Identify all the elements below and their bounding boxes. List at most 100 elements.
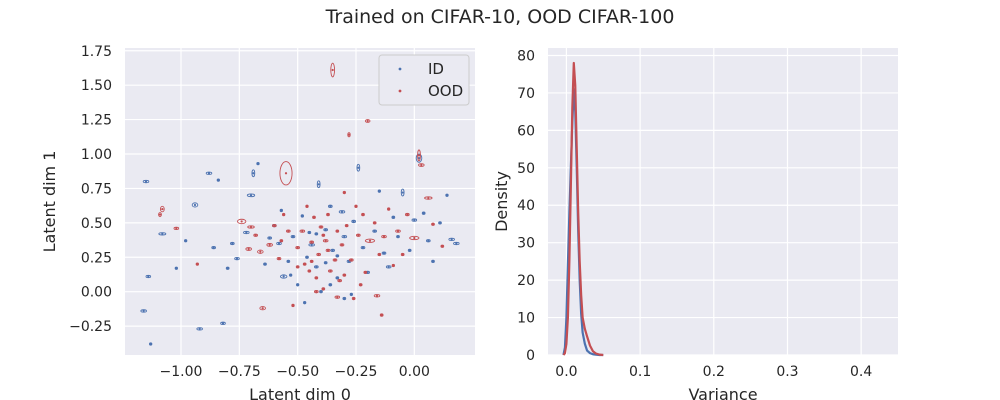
scatter-ellipse-id — [191, 202, 199, 208]
density-y-tick-label: 70 — [517, 86, 535, 102]
scatter-ellipse-ood — [245, 247, 252, 251]
scatter-ellipse-id — [421, 211, 426, 215]
scatter-point-ood — [308, 269, 311, 273]
scatter-point-ood — [352, 297, 355, 300]
scatter-point-id — [340, 210, 344, 213]
scatter-ellipse-ood — [325, 248, 331, 253]
scatter-point-ood — [196, 263, 199, 266]
legend-label-ood: OOD — [428, 82, 463, 100]
scatter-point-ood — [350, 258, 353, 262]
scatter-ellipse-id — [184, 239, 188, 243]
scatter-ellipse-id — [415, 153, 423, 163]
scatter-ellipse-id — [140, 309, 147, 313]
scatter-point-id — [315, 232, 318, 235]
scatter-point-id — [263, 263, 267, 266]
scatter-ellipse-id — [246, 193, 256, 198]
scatter-point-id — [256, 162, 260, 165]
scatter-ellipse-ood — [314, 290, 319, 294]
scatter-point-ood — [331, 68, 334, 72]
legend-marker-ood — [398, 89, 402, 93]
scatter-ellipse-ood — [400, 252, 405, 257]
scatter-y-tick-label: 0.25 — [81, 250, 112, 266]
scatter-point-id — [221, 322, 225, 325]
scatter-point-ood — [324, 239, 327, 242]
scatter-ellipse-id — [453, 241, 460, 246]
scatter-ellipse-id — [445, 193, 449, 197]
scatter-point-ood — [338, 279, 341, 282]
scatter-point-id — [373, 229, 376, 233]
scatter-ellipse-ood — [195, 262, 199, 266]
scatter-point-ood — [413, 236, 416, 240]
scatter-point-id — [280, 209, 283, 212]
scatter-ellipse-id — [303, 301, 307, 305]
scatter-point-ood — [161, 207, 164, 211]
scatter-point-ood — [277, 257, 281, 260]
scatter-ellipse-ood — [321, 287, 326, 291]
scatter-ellipse-ood — [363, 270, 368, 275]
scatter-ellipse-ood — [328, 269, 333, 273]
scatter-point-ood — [259, 250, 262, 253]
density-y-tick-label: 10 — [517, 311, 535, 327]
scatter-ellipse-id — [323, 261, 328, 265]
scatter-point-id — [382, 252, 386, 255]
scatter-ellipse-ood — [334, 295, 341, 299]
scatter-ellipse-ood — [379, 313, 384, 317]
scatter-ellipse-id — [438, 221, 442, 225]
scatter-point-id — [352, 220, 355, 223]
scatter-ellipse-id — [372, 229, 377, 233]
scatter-point-id — [287, 260, 290, 263]
scatter-ellipse-id — [234, 256, 240, 261]
scatter-ellipse-id — [314, 232, 319, 236]
scatter-ellipse-ood — [417, 149, 421, 162]
scatter-point-ood — [387, 207, 390, 211]
scatter-point-id — [361, 246, 365, 249]
scatter-point-id — [308, 231, 311, 234]
scatter-point-id — [413, 218, 416, 222]
scatter-ellipse-ood — [381, 234, 387, 239]
scatter-point-ood — [340, 243, 344, 246]
density-line-ood — [562, 61, 604, 357]
scatter-ellipse-ood — [299, 229, 306, 233]
scatter-point-ood — [368, 239, 372, 242]
legend-label-id: ID — [428, 60, 444, 78]
scatter-point-ood — [336, 229, 339, 233]
scatter-ellipse-ood — [332, 258, 338, 262]
scatter-x-tick-label: −1.00 — [160, 364, 203, 380]
scatter-ellipse-id — [342, 296, 347, 301]
legend-box — [378, 54, 470, 106]
scatter-ellipse-id — [286, 259, 291, 264]
scatter-point-id — [303, 301, 306, 304]
scatter-ellipse-ood — [276, 256, 282, 261]
scatter-point-ood — [175, 227, 178, 230]
scatter-ellipse-ood — [286, 229, 291, 233]
scatter-ellipse-ood — [395, 229, 401, 233]
scatter-y-tick-label: 1.25 — [81, 113, 112, 129]
scatter-point-id — [450, 238, 453, 241]
scatter-ellipse-ood — [335, 229, 340, 233]
scatter-point-ood — [361, 213, 365, 216]
density-y-tick-label: 60 — [517, 123, 535, 139]
scatter-ellipse-id — [307, 230, 312, 235]
scatter-ellipse-id — [385, 265, 392, 269]
scatter-ellipse-ood — [259, 306, 266, 311]
scatter-point-ood — [305, 205, 309, 208]
figure-title: Trained on CIFAR-10, OOD CIFAR-100 — [325, 6, 675, 28]
scatter-ellipse-id — [142, 179, 150, 184]
scatter-point-id — [161, 232, 164, 235]
scatter-point-id — [387, 265, 390, 268]
scatter-ellipse-ood — [307, 269, 312, 273]
scatter-point-ood — [287, 229, 290, 233]
legend-marker-id — [398, 67, 402, 71]
scatter-point-ood — [354, 205, 358, 208]
scatter-point-id — [268, 236, 271, 240]
scatter-ellipse-id — [356, 163, 361, 172]
scatter-ellipse-ood — [330, 62, 335, 78]
scatter-ellipse-id — [400, 188, 405, 197]
scatter-ellipse-id — [335, 276, 340, 280]
scatter-ellipse-id — [377, 189, 381, 193]
scatter-ellipse-ood — [424, 196, 433, 200]
scatter-point-ood — [319, 225, 323, 229]
scatter-point-ood — [441, 245, 444, 248]
scatter-ellipse-ood — [337, 279, 342, 283]
scatter-ellipse-ood — [173, 226, 180, 230]
